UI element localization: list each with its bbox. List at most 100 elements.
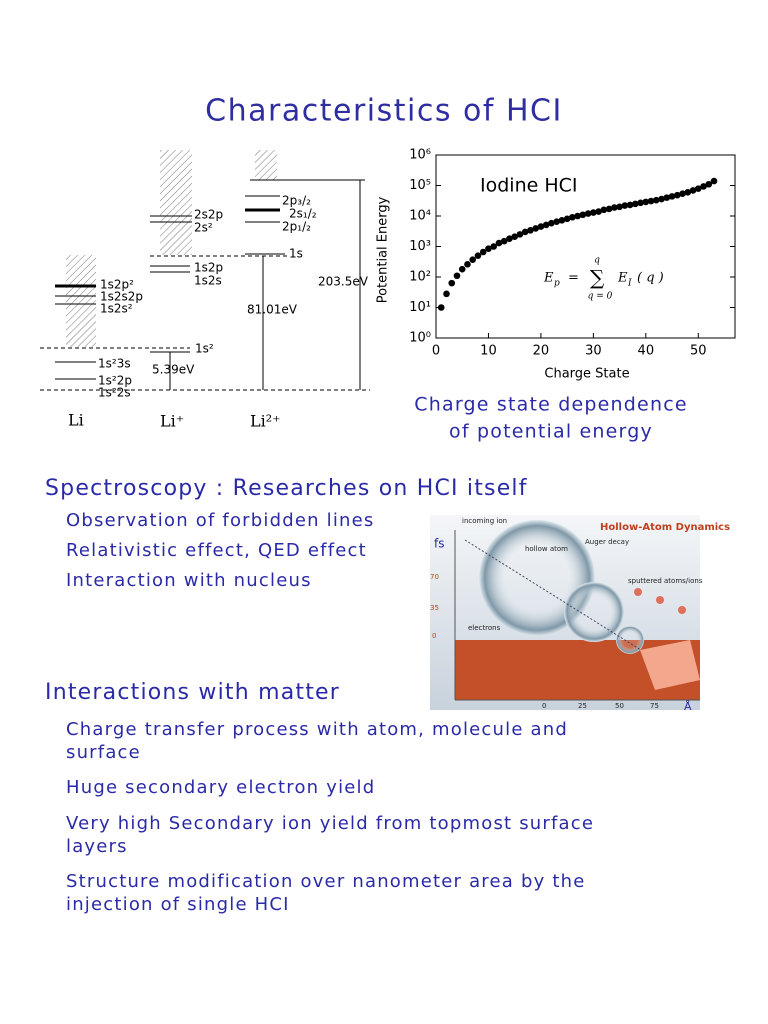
point [710,177,718,185]
figure-label: sputtered atoms/ions [628,577,703,585]
crystal [640,640,700,690]
level-label: 2s2p [194,208,223,222]
bullet-item: Observation of forbidden lines [66,510,375,531]
figure-tick: 75 [650,702,659,710]
point [647,197,655,205]
figure-tick: 0 [542,702,546,710]
point [642,198,650,206]
formula-part: p [554,279,560,289]
point [694,185,702,192]
level-label: 1s2p [194,261,223,275]
level-label: 2s₁/₂ [289,207,317,221]
point [485,245,492,252]
point [689,187,697,194]
point [569,213,576,221]
point [600,206,608,214]
section-heading: Spectroscopy : Researches on HCI itself [45,476,528,501]
ion-label: Li²⁺ [250,412,281,431]
point [527,226,534,234]
continuum [255,150,277,180]
point [605,205,613,213]
figure-label: incoming ion [462,517,507,525]
energy-label: 203.5eV [318,275,369,289]
y-tick-label: 10⁰ [409,331,431,346]
level-label: 1s²3s [98,357,131,371]
bullet-item: Huge secondary electron yield [66,777,375,798]
sections: Spectroscopy : Researches on HCI itself O… [45,476,594,915]
level-label: 1s2s [194,274,222,288]
point [563,215,571,223]
y-tick-label: 10¹ [409,300,431,315]
point [626,201,634,209]
point [437,304,445,311]
continuum [160,150,192,255]
figure-tick: 0 [432,632,436,640]
level-label: 1s²2p [98,374,132,388]
hollow-atom-figure: Hollow-Atom Dynamics incoming ion hollow… [430,515,730,713]
figure-tick: 35 [430,604,439,612]
y-tick-label: 10⁴ [409,209,431,224]
formula: E p = ∑ q q = 0 E I ( q ) [543,256,664,302]
point [490,243,498,250]
y-tick-label: 10⁵ [409,178,431,193]
sputtered-atom [634,588,642,596]
sputtered-atom [678,606,686,614]
point [474,252,482,259]
x-tick-label: 40 [638,344,655,359]
bullet-item: Relativistic effect, QED effect [66,540,367,561]
energy-label: 81.01eV [247,303,298,317]
point [542,221,550,229]
x-tick-label: 30 [585,344,602,359]
y-tick-label: 10³ [409,239,431,254]
continuum [66,255,96,347]
point [506,235,513,243]
level-label: 1s²2s [98,386,131,400]
bullet-item: Very high Secondary ion yield from topmo… [66,813,594,834]
levels [40,179,370,391]
level-label: 1s2s2p [100,290,143,304]
point [579,211,587,219]
point [584,210,592,217]
sputtered-atom [656,596,664,604]
point [516,231,524,238]
point [621,202,629,209]
formula-part: I [627,279,632,289]
formula-part: E [543,271,554,286]
chart: Iodine HCI Charge State Potential Energy… [376,148,736,382]
point [548,219,555,227]
figure-tick: 25 [578,702,587,710]
caption: Charge state dependence [414,394,687,416]
figure-title: Hollow-Atom Dynamics [600,522,730,533]
hollow-atom [616,626,644,654]
point [553,218,560,226]
level-label: 1s² [195,342,214,356]
ion-label: Li⁺ [160,412,184,431]
point [532,225,539,232]
x-tick-label: 0 [432,344,440,359]
point [469,256,477,263]
formula-part: q [594,256,600,266]
point [500,237,508,245]
point [673,191,681,199]
level-label: 2p₃/₂ [282,194,311,208]
formula-part: q = 0 [588,292,613,302]
bullet-item: Structure modification over nanometer ar… [66,871,585,892]
hollow-atom [564,582,624,642]
bullet-item: surface [66,742,141,763]
bullet-item: injection of single HCI [66,894,290,915]
point [453,272,461,280]
energy-label: 5.39eV [152,363,195,377]
point [668,193,676,200]
point [464,261,471,268]
section-heading: Interactions with matter [45,680,340,705]
point [590,209,597,216]
bullet-item: Charge transfer process with atom, molec… [66,719,568,740]
bullet-item: layers [66,836,128,857]
point [558,217,566,224]
ion-label: Li [68,411,84,430]
level-label: 1s2s² [100,302,133,316]
point [658,195,665,203]
point [611,204,618,211]
